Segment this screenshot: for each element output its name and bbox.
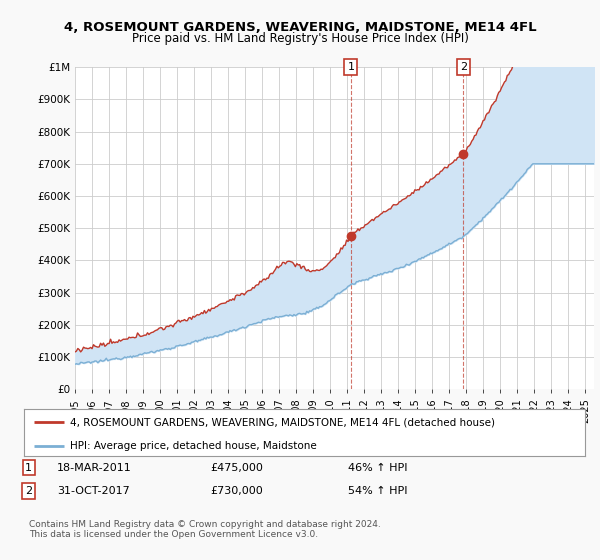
Text: 1: 1 xyxy=(347,62,355,72)
Text: 2: 2 xyxy=(25,486,32,496)
Text: 46% ↑ HPI: 46% ↑ HPI xyxy=(348,463,407,473)
Text: £475,000: £475,000 xyxy=(210,463,263,473)
Text: 18-MAR-2011: 18-MAR-2011 xyxy=(57,463,132,473)
Text: Price paid vs. HM Land Registry's House Price Index (HPI): Price paid vs. HM Land Registry's House … xyxy=(131,32,469,45)
Text: Contains HM Land Registry data © Crown copyright and database right 2024.
This d: Contains HM Land Registry data © Crown c… xyxy=(29,520,380,539)
Text: 2: 2 xyxy=(460,62,467,72)
Text: 54% ↑ HPI: 54% ↑ HPI xyxy=(348,486,407,496)
Text: 1: 1 xyxy=(25,463,32,473)
Text: 4, ROSEMOUNT GARDENS, WEAVERING, MAIDSTONE, ME14 4FL (detached house): 4, ROSEMOUNT GARDENS, WEAVERING, MAIDSTO… xyxy=(70,417,495,427)
Text: 4, ROSEMOUNT GARDENS, WEAVERING, MAIDSTONE, ME14 4FL: 4, ROSEMOUNT GARDENS, WEAVERING, MAIDSTO… xyxy=(64,21,536,34)
Text: HPI: Average price, detached house, Maidstone: HPI: Average price, detached house, Maid… xyxy=(70,441,317,451)
Text: 31-OCT-2017: 31-OCT-2017 xyxy=(57,486,130,496)
Text: £730,000: £730,000 xyxy=(210,486,263,496)
